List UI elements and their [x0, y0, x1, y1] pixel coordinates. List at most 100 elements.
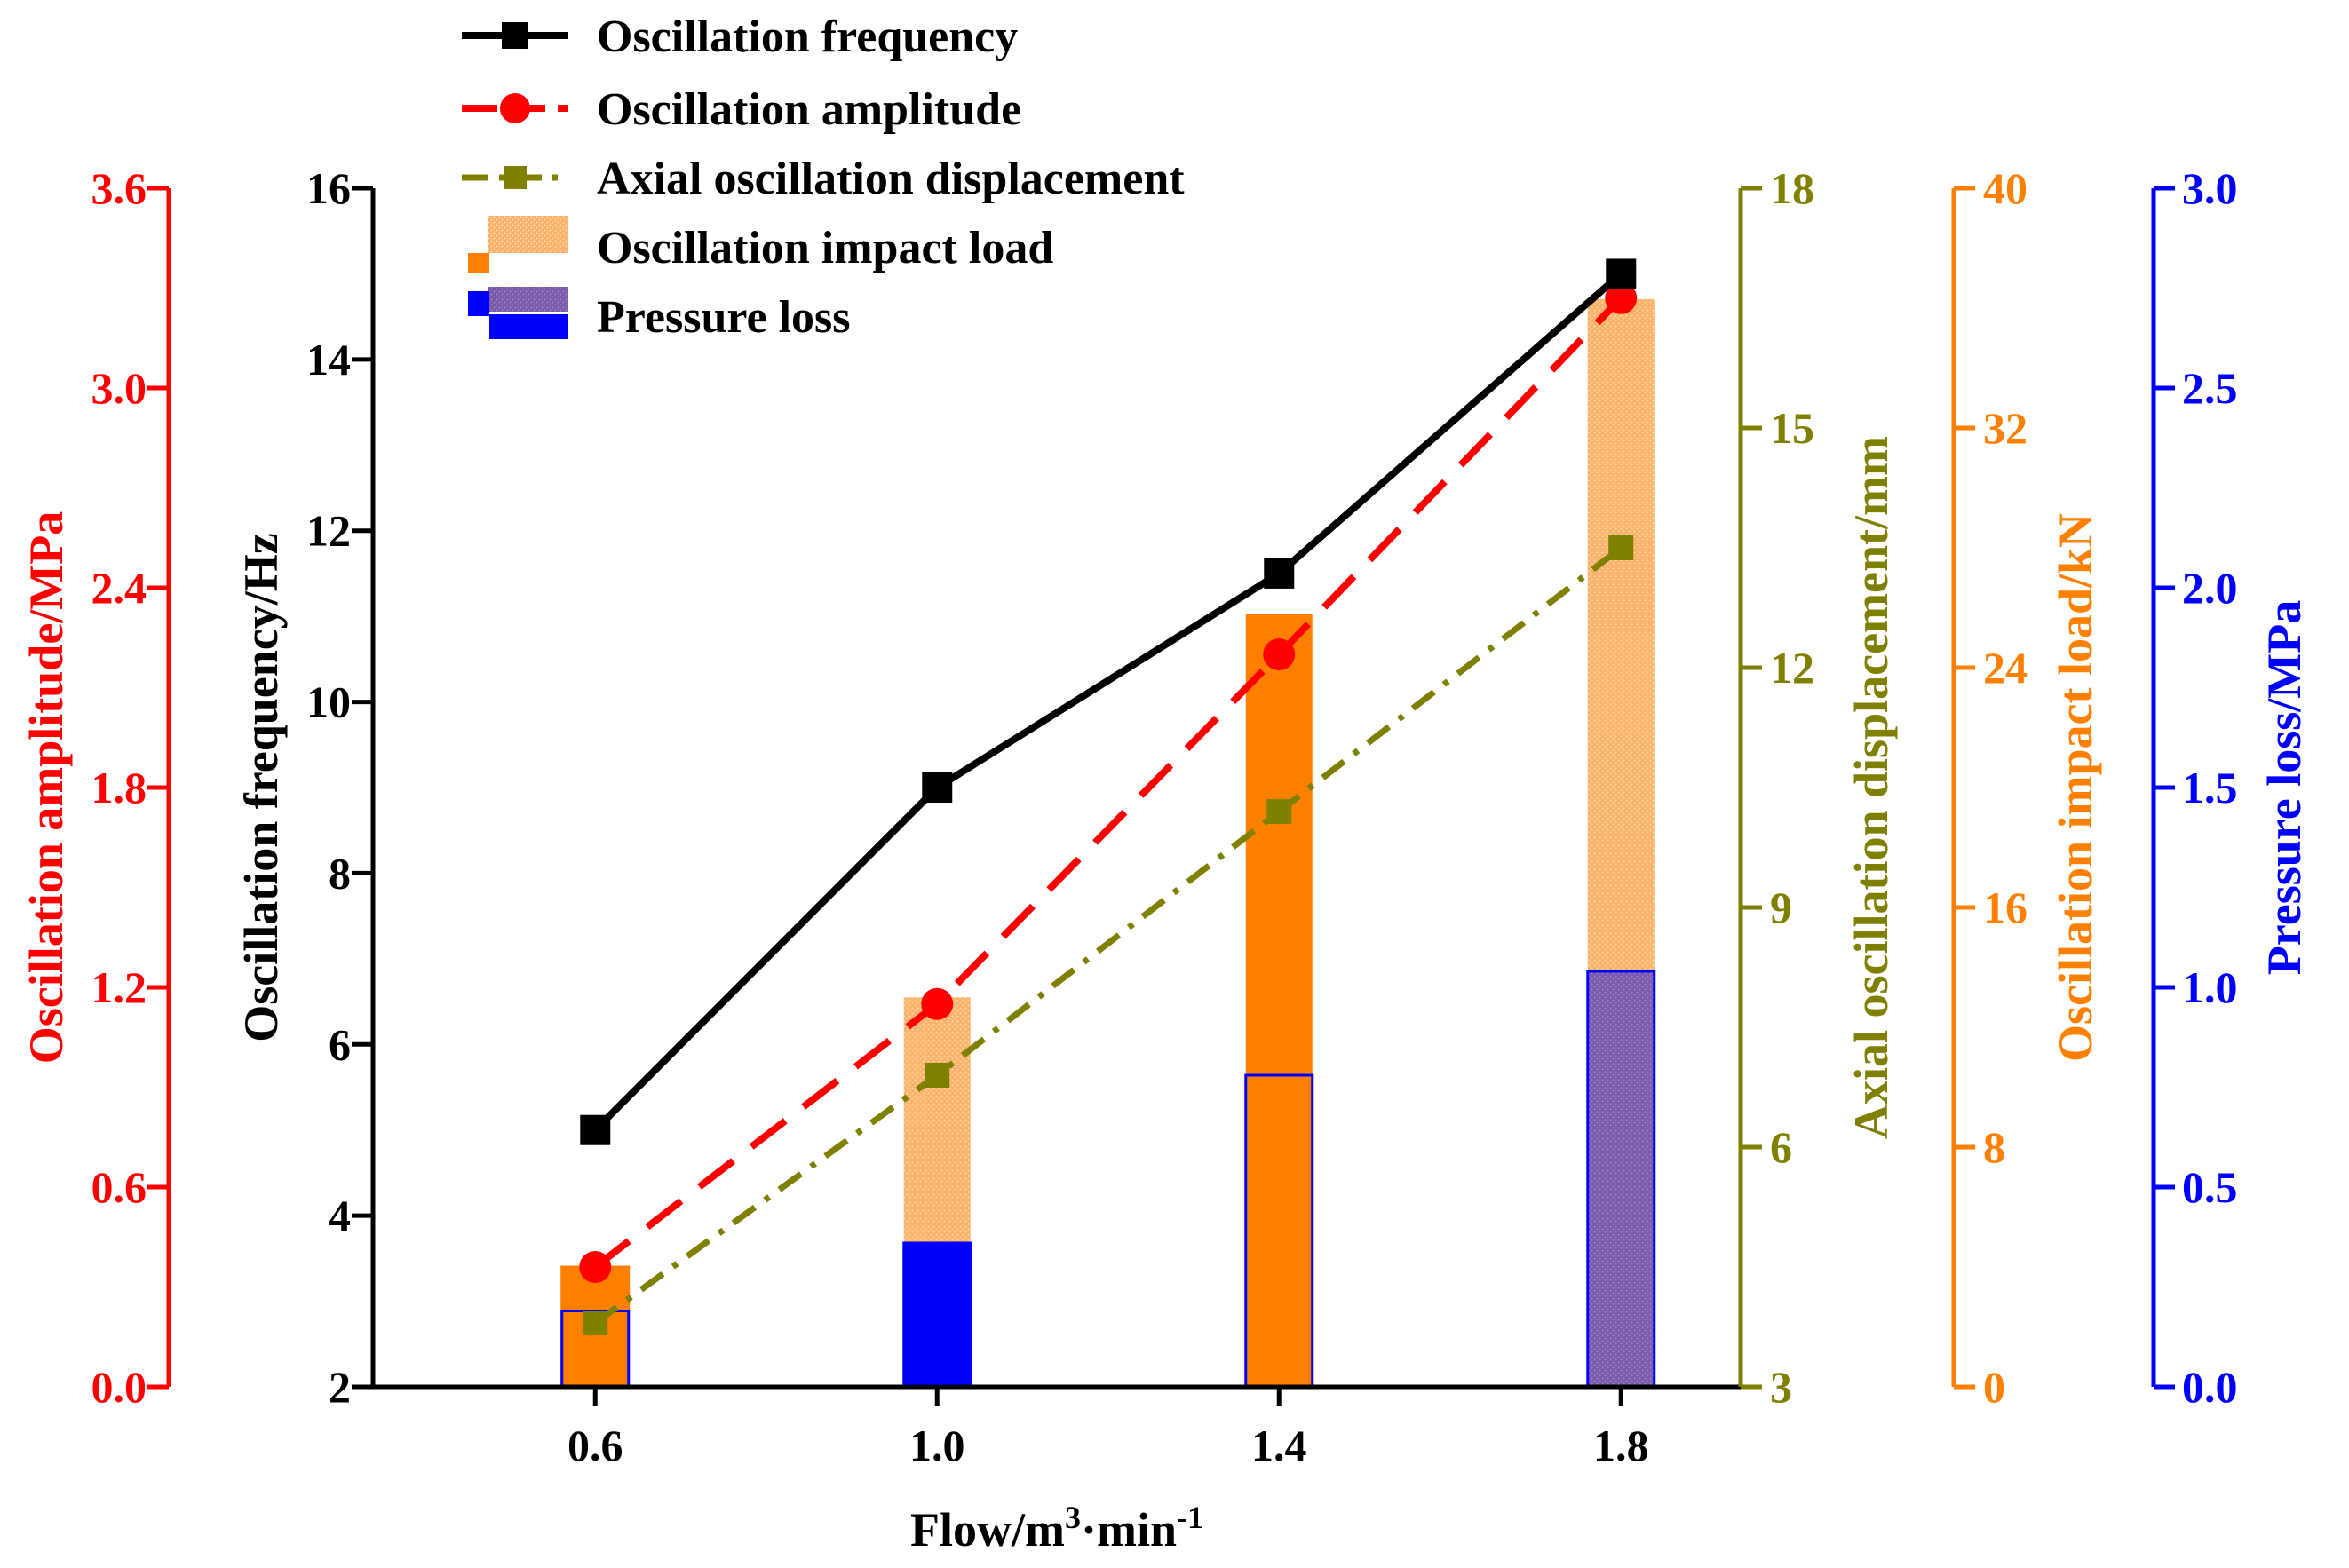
- x-axis-title: Flow/m3·min-1: [910, 1500, 1203, 1556]
- loss-tick-label: 3.0: [2182, 163, 2238, 213]
- legend-pressure-loss-label: Pressure loss: [597, 292, 851, 343]
- displacement-point: [1266, 799, 1292, 824]
- displacement-axis: 3 6 9 12 15 18 Axial oscillation displacement…: [1738, 163, 1898, 1412]
- amplitude-point: [1605, 281, 1638, 314]
- freq-tick-label: 14: [306, 335, 351, 384]
- loss-tick-label: 2.0: [2182, 563, 2238, 613]
- x-axis: 0.6 1.0 1.4 1.8 Flow/m3·min-1: [373, 1384, 1741, 1556]
- loss-tick-label: 0.0: [2182, 1362, 2238, 1412]
- freq-tick-label: 6: [329, 1019, 351, 1069]
- amp-tick-label: 3.0: [91, 363, 147, 413]
- amp-tick-label: 3.6: [91, 163, 147, 213]
- loss-tick-label: 0.5: [2182, 1162, 2238, 1212]
- disp-tick-label: 18: [1770, 163, 1814, 213]
- x-axis-ticks: 0.6 1.0 1.4 1.8: [567, 1387, 1649, 1470]
- frequency-point: [1264, 558, 1295, 589]
- legend-displacement-marker: [504, 166, 527, 189]
- axial-oscillation-displacement-line: [593, 545, 1623, 1326]
- x-tick-label: 1.0: [909, 1421, 965, 1470]
- loss-tick-label: 2.5: [2182, 363, 2238, 413]
- legend-pressure-loss-swatch: [488, 287, 568, 312]
- frequency-axis-ticks: 2 4 6 8 10 12 14 16: [306, 163, 373, 1412]
- amp-tick-label: 2.4: [91, 563, 147, 613]
- freq-tick-label: 8: [329, 848, 351, 898]
- amplitude-axis-title: Oscillation amplitude/MPa: [20, 511, 73, 1065]
- frequency-axis-title: Oscillation frequency/Hz: [234, 533, 288, 1041]
- pressure-loss-axis-ticks: 0.0 0.5 1.0 1.5 2.0 2.5 3.0: [2154, 163, 2238, 1412]
- load-tick-label: 24: [1983, 643, 2028, 693]
- disp-tick-label: 6: [1770, 1122, 1792, 1172]
- legend-impact-load-swatch: [488, 216, 568, 253]
- legend-pressure-loss-corner: [468, 291, 489, 316]
- oscillation-amplitude-line: [592, 295, 1624, 1271]
- displacement-point: [1608, 535, 1634, 560]
- x-tick-label: 1.4: [1251, 1421, 1307, 1470]
- x-axis-title-sup1: 3: [1065, 1500, 1081, 1535]
- freq-tick-label: 12: [306, 506, 351, 556]
- load-tick-label: 8: [1983, 1122, 2005, 1172]
- pressure-loss-axis-title: Pressure loss/MPa: [2258, 600, 2311, 975]
- x-tick-label: 1.8: [1593, 1421, 1649, 1470]
- disp-tick-label: 15: [1770, 403, 1814, 453]
- displacement-point: [583, 1311, 608, 1335]
- amplitude-axis-ticks: 0.0 0.6 1.2 1.8 2.4 3.0 3.6: [91, 163, 169, 1412]
- disp-tick-label: 9: [1770, 883, 1792, 932]
- displacement-axis-ticks: 3 6 9 12 15 18: [1741, 163, 1814, 1412]
- legend-item-displacement: Axial oscillation displacement: [462, 154, 1185, 204]
- x-tick-label: 0.6: [567, 1421, 623, 1470]
- amplitude-point: [579, 1251, 612, 1283]
- freq-tick-label: 4: [329, 1191, 351, 1240]
- legend-amplitude-label: Oscillation amplitude: [597, 84, 1021, 135]
- displacement-point: [925, 1063, 950, 1088]
- x-axis-title-sup2: -1: [1177, 1500, 1203, 1535]
- amp-tick-label: 0.0: [91, 1362, 147, 1412]
- bars-layer: [560, 298, 1656, 1389]
- load-tick-label: 0: [1983, 1362, 2005, 1412]
- disp-tick-label: 12: [1770, 643, 1814, 693]
- frequency-point: [922, 772, 953, 803]
- legend: Oscillation frequency Oscillation amplit…: [462, 12, 1185, 343]
- legend-item-amplitude: Oscillation amplitude: [462, 84, 1021, 135]
- load-tick-label: 32: [1983, 403, 2028, 453]
- amplitude-axis: 0.0 0.6 1.2 1.8 2.4 3.0 3.6 Oscillation amplit…: [20, 163, 171, 1412]
- legend-frequency-marker: [502, 22, 528, 49]
- frequency-point: [580, 1114, 611, 1145]
- legend-impact-load-label: Oscillation impact load: [597, 223, 1053, 273]
- pressure-loss-bar: [1586, 970, 1656, 1389]
- legend-amplitude-marker: [500, 93, 530, 123]
- legend-item-impact-load: Oscillation impact load: [468, 216, 1053, 273]
- lines-layer: [579, 258, 1638, 1335]
- legend-impact-load-corner: [468, 253, 489, 273]
- impact-load-bar: [1245, 614, 1313, 1387]
- x-axis-title-mid: ·min: [1081, 1503, 1177, 1556]
- impact-load-axis-ticks: 0 8 16 24 32 40: [1954, 163, 2028, 1412]
- impact-load-axis: 0 8 16 24 32 40 Oscillation impact load/kN: [1951, 163, 2102, 1412]
- amplitude-point: [1263, 638, 1296, 670]
- freq-tick-label: 10: [306, 677, 351, 727]
- oscillation-frequency-line: [592, 271, 1623, 1133]
- amp-tick-label: 1.8: [91, 763, 147, 812]
- freq-tick-label: 2: [329, 1362, 351, 1412]
- amplitude-point: [921, 987, 954, 1020]
- disp-tick-label: 3: [1770, 1362, 1792, 1412]
- legend-frequency-label: Oscillation frequency: [597, 12, 1018, 62]
- x-axis-title-main: Flow/m: [910, 1503, 1065, 1556]
- displacement-axis-title: Axial oscillation displacement/mm: [1845, 436, 1898, 1139]
- amp-tick-label: 0.6: [91, 1162, 147, 1212]
- legend-item-pressure-loss: Pressure loss: [468, 287, 851, 343]
- load-tick-label: 40: [1983, 163, 2028, 213]
- frequency-point: [1606, 258, 1637, 289]
- loss-tick-label: 1.0: [2182, 962, 2238, 1012]
- legend-item-frequency: Oscillation frequency: [462, 12, 1018, 62]
- impact-load-axis-title: Oscillation impact load/kN: [2049, 513, 2102, 1062]
- load-tick-label: 16: [1983, 883, 2028, 932]
- loss-tick-label: 1.5: [2182, 763, 2238, 812]
- amp-tick-label: 1.2: [91, 962, 147, 1012]
- freq-tick-label: 16: [306, 163, 351, 213]
- legend-displacement-label: Axial oscillation displacement: [597, 154, 1185, 204]
- legend-pressure-loss-base: [489, 314, 568, 339]
- frequency-axis: 2 4 6 8 10 12 14 16 Oscillation frequency/Hz: [234, 163, 376, 1412]
- pressure-loss-bar: [902, 1241, 972, 1389]
- pressure-loss-axis: 0.0 0.5 1.0 1.5 2.0 2.5 3.0 Pressure loss/MPa: [2151, 163, 2311, 1412]
